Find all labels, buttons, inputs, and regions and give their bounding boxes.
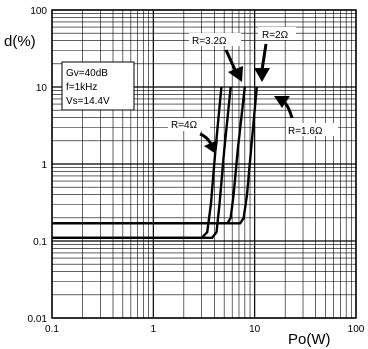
annotation-r2: R=2Ω bbox=[254, 27, 296, 82]
x-tick-label: 1 bbox=[151, 324, 157, 335]
y-tick-label: 100 bbox=[30, 6, 47, 17]
x-axis-label: Po(W) bbox=[288, 331, 331, 348]
y-tick-label: 1 bbox=[41, 160, 47, 171]
annotation-r4-bg bbox=[168, 118, 210, 131]
y-tick-label: 10 bbox=[36, 83, 48, 94]
annotation-r4-arrowhead bbox=[204, 140, 218, 154]
y-tick-labels: 0.01 0.1 1 10 100 bbox=[28, 6, 48, 325]
annotation-r3-2-label: R=3.2Ω bbox=[192, 36, 227, 47]
annotation-r1-6: R=1.6Ω bbox=[274, 96, 338, 137]
x-tick-label: 10 bbox=[249, 324, 261, 335]
x-tick-label: 0.1 bbox=[45, 324, 59, 335]
annotation-r3-2: R=3.2Ω bbox=[189, 33, 243, 82]
conditions-box-frame bbox=[61, 61, 135, 111]
annotation-r2-arrow bbox=[260, 43, 268, 71]
condition-gain: Gv=40dB bbox=[66, 68, 108, 79]
annotation-r4-label: R=4Ω bbox=[171, 120, 198, 131]
annotation-r1-6-arrowhead bbox=[274, 96, 290, 108]
annotation-r3-2-arrowhead bbox=[228, 66, 243, 82]
y-tick-label: 0.01 bbox=[28, 314, 48, 325]
condition-frequency: f=1kHz bbox=[66, 82, 97, 93]
annotation-r4: R=4Ω bbox=[168, 118, 218, 154]
y-tick-label: 0.1 bbox=[33, 237, 47, 248]
conditions-box: Gv=40dB f=1kHz Vs=14.4V bbox=[61, 61, 135, 111]
series-line-3 bbox=[52, 86, 258, 225]
annotation-r3-2-bg bbox=[189, 33, 241, 46]
series-lines bbox=[52, 86, 258, 239]
y-axis-label: d(%) bbox=[4, 33, 36, 50]
annotation-r3-2-arrow bbox=[224, 49, 238, 73]
annotation-r1-6-bg bbox=[286, 123, 338, 136]
annotation-r2-bg bbox=[258, 27, 296, 40]
series-line-1 bbox=[52, 86, 232, 239]
x-tick-labels: 0.1 1 10 100 bbox=[45, 324, 365, 335]
x-tick-label: 100 bbox=[348, 324, 365, 335]
condition-supply-voltage: Vs=14.4V bbox=[66, 96, 110, 107]
annotation-r2-label: R=2Ω bbox=[262, 30, 289, 41]
annotation-r2-arrowhead bbox=[254, 68, 270, 82]
plot-frame bbox=[51, 9, 357, 319]
annotation-r1-6-label: R=1.6Ω bbox=[288, 126, 323, 137]
